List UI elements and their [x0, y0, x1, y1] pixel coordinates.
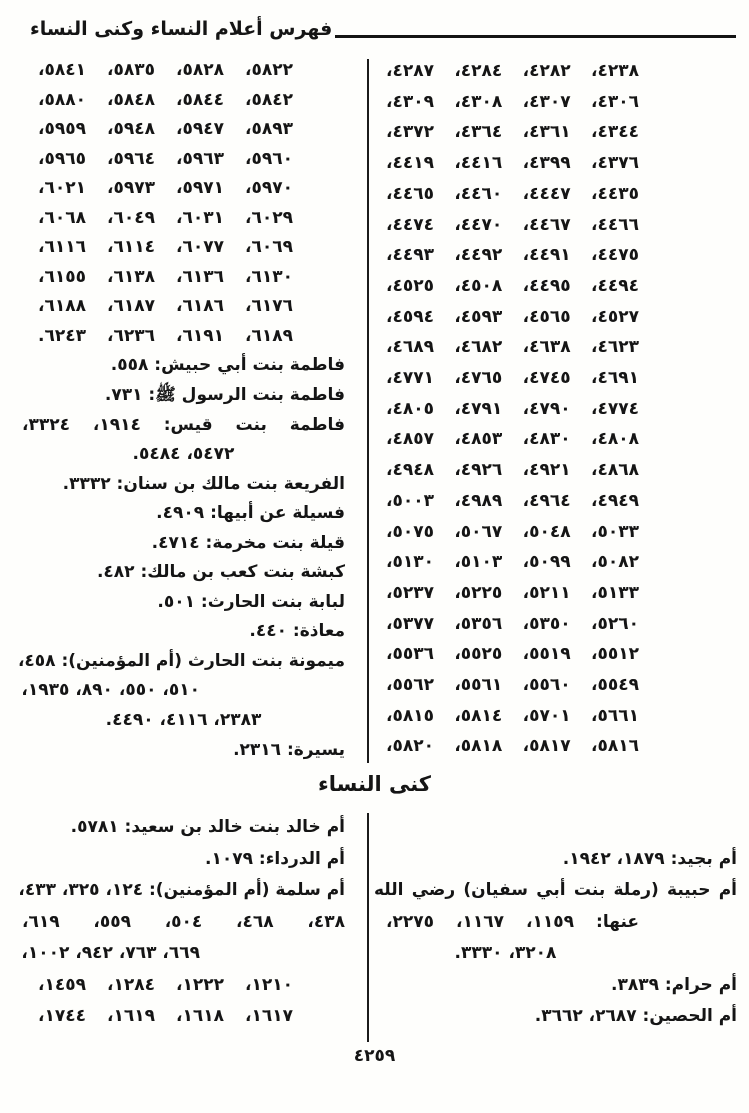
index-line: ٥٩٧٠، ٥٩٧١، ٥٩٧٣، ٦٠٢١، [38, 178, 293, 199]
index-line: عنها: ١١٥٩، ١١٦٧، ٢٢٧٥، [386, 911, 639, 932]
index-line: فاطمة بنت الرسول ﷺ: ٧٣١. [104, 385, 345, 406]
index-line: ٥٠٣٣، ٥٠٤٨، ٥٠٦٧، ٥٠٧٥، [386, 521, 639, 542]
index-line: ٥٦٦١، ٥٧٠١، ٥٨١٤، ٥٨١٥، [386, 705, 639, 726]
index-line: ٥٥٤٩، ٥٥٦٠، ٥٥٦١، ٥٥٦٢، [386, 675, 639, 696]
index-line: ٤٣٤٤، ٤٣٦١، ٤٣٦٤، ٤٣٧٢، [386, 122, 639, 143]
index-line: ٥٨٢٢، ٥٨٢٨، ٥٨٣٥، ٥٨٤١، [38, 60, 293, 80]
header-rule [335, 34, 736, 38]
index-line: ٦١٨٩، ٦١٩١، ٦٢٣٦، ٦٢٤٣. [38, 325, 293, 346]
index-line: ٤٣٨، ٤٦٨، ٥٠٤، ٥٥٩، ٦١٩، [22, 911, 345, 932]
index-top-column-left: ٥٨٢٢، ٥٨٢٨، ٥٨٣٥، ٥٨٤١، ٥٨٤٢، ٥٨٤٤، ٥٨٤٨،… [0, 54, 368, 766]
index-line: ٥٤٧٢، ٥٤٨٤. [132, 444, 235, 465]
index-line: ٤٨٦٨، ٤٩٢١، ٤٩٢٦، ٤٩٤٨، [386, 460, 639, 481]
index-top-section: ٤٢٣٨، ٤٢٨٢، ٤٢٨٤، ٤٢٨٧، ٤٣٠٦، ٤٣٠٧، ٤٣٠٨،… [0, 54, 749, 766]
index-line: ٥٨١٦، ٥٨١٧، ٥٨١٨، ٥٨٢٠، [386, 736, 639, 757]
index-line: فاطمة بنت أبي حبيش: ٥٥٨. [110, 355, 345, 376]
index-line: ٥٨٩٣، ٥٩٤٧، ٥٩٤٨، ٥٩٥٩، [38, 119, 293, 140]
index-line: ٦٠٢٩، ٦٠٣١، ٦٠٤٩، ٦٠٦٨، [38, 207, 293, 228]
index-line: ٤٣٠٦، ٤٣٠٧، ٤٣٠٨، ٤٣٠٩، [386, 91, 639, 112]
index-bottom-column-right: أم بجيد: ١٨٧٩، ١٩٤٢. أم حبيبة (رملة بنت أ… [368, 812, 749, 1044]
index-line: ٤٤٦٦، ٤٤٦٧، ٤٤٧٠، ٤٤٧٤، [386, 214, 639, 235]
index-line: ٤٢٣٨، ٤٢٨٢، ٤٢٨٤، ٤٢٨٧، [386, 61, 639, 81]
index-line: الفريعة بنت مالك بن سنان: ٣٣٣٢. [62, 473, 345, 494]
index-line: ٤٤٧٥، ٤٤٩١، ٤٤٩٢، ٤٤٩٣، [386, 245, 639, 266]
index-line: ٥٠٨٢، ٥٠٩٩، ٥١٠٣، ٥١٣٠، [386, 552, 639, 573]
index-line: لبابة بنت الحارث: ٥٠١. [157, 591, 345, 612]
index-line: فسيلة عن أبيها: ٤٩٠٩. [156, 503, 345, 524]
index-line: ٤٥٢٧، ٤٥٦٥، ٤٥٩٣، ٤٥٩٤، [386, 306, 639, 327]
index-line: ٦٦٩، ٧٦٣، ٩٤٢، ١٠٠٢، [21, 943, 200, 963]
index-line: أم الحصين: ٢٦٨٧، ٣٦٦٢. [534, 1006, 737, 1026]
index-line: ٤٤٩٤، ٤٤٩٥، ٤٥٠٨، ٤٥٢٥، [386, 275, 639, 296]
index-line: ٥٩٦٠، ٥٩٦٣، ٥٩٦٤، ٥٩٦٥، [38, 148, 293, 169]
index-line: ٢٣٨٣، ٤١١٦، ٤٤٩٠. [105, 710, 262, 731]
column-divider-line [367, 813, 369, 1042]
index-line: ٥٨٤٢، ٥٨٤٤، ٥٨٤٨، ٥٨٨٠، [38, 89, 293, 110]
index-line: ١٦١٧، ١٦١٨، ١٦١٩، ١٧٤٤، [38, 1006, 293, 1026]
index-line: أم خالد بنت خالد بن سعيد: ٥٧٨١. [70, 817, 345, 837]
index-line: أم سلمة (أم المؤمنين): ١٢٤، ٣٢٥، ٤٣٣، [18, 880, 345, 900]
running-head-title: فهرس أعلام النساء وكنى النساء [30, 18, 333, 40]
index-line: معاذة: ٤٤٠. [249, 621, 345, 642]
index-line: أم بجيد: ١٨٧٩، ١٩٤٢. [562, 848, 737, 869]
index-line: ٤٦٢٣، ٤٦٣٨، ٤٦٨٢، ٤٦٨٩، [386, 337, 639, 358]
index-line: أم حرام: ٣٨٣٩. [610, 974, 737, 995]
index-line: ٥١٣٣، ٥٢١١، ٥٢٢٥، ٥٢٣٧، [386, 582, 639, 603]
index-bottom-column-left: أم خالد بنت خالد بن سعيد: ٥٧٨١. أم الدردا… [0, 812, 368, 1044]
index-line: أم حبيبة (رملة بنت أبي سفيان) رضي الله [374, 880, 737, 900]
page-header: فهرس أعلام النساء وكنى النساء [0, 12, 749, 46]
page-number: ٤٢٥٩ [353, 1046, 396, 1066]
index-line: ميمونة بنت الحارث (أم المؤمنين): ٤٥٨، [17, 650, 345, 671]
index-bottom-section: أم بجيد: ١٨٧٩، ١٩٤٢. أم حبيبة (رملة بنت أ… [0, 812, 749, 1044]
section-heading: كنى النساء [318, 772, 431, 796]
index-line: كبشة بنت كعب بن مالك: ٤٨٢. [96, 562, 345, 583]
index-line: ٦١٣٠، ٦١٣٦، ٦١٣٨، ٦١٥٥، [38, 266, 293, 287]
index-line: ٣٢٠٨، ٣٣٣٠. [454, 943, 557, 963]
index-line: ٦٠٦٩، ٦٠٧٧، ٦١١٤، ٦١١٦، [38, 237, 293, 258]
index-line: ٤٤٣٥، ٤٤٤٧، ٤٤٦٠، ٤٤٦٥، [386, 183, 639, 204]
index-line: ٥٢٦٠، ٥٣٥٠، ٥٣٥٦، ٥٣٧٧، [386, 613, 639, 634]
column-divider-line [367, 59, 369, 763]
index-line: ٤٩٤٩، ٤٩٦٤، ٤٩٨٩، ٥٠٠٣، [386, 490, 639, 511]
index-line: ٦١٧٦، ٦١٨٦، ٦١٨٧، ٦١٨٨، [38, 296, 293, 317]
index-top-column-right: ٤٢٣٨، ٤٢٨٢، ٤٢٨٤، ٤٢٨٧، ٤٣٠٦، ٤٣٠٧، ٤٣٠٨،… [368, 54, 749, 766]
index-line: ٥١٠، ٥٥٠، ٨٩٠، ١٩٣٥، [21, 680, 200, 701]
index-line: ١٢١٠، ١٢٢٢، ١٢٨٤، ١٤٥٩، [38, 974, 293, 995]
index-line: ٤٦٩١، ٤٧٤٥، ٤٧٦٥، ٤٧٧١، [386, 368, 639, 389]
index-line: قيلة بنت مخرمة: ٤٧١٤. [151, 532, 345, 553]
index-line: ٤٨٠٨، ٤٨٣٠، ٤٨٥٣، ٤٨٥٧، [386, 429, 639, 450]
index-line: فاطمة بنت قيس: ١٩١٤، ٣٣٢٤، [22, 414, 345, 435]
index-line: ٤٧٧٤، ٤٧٩٠، ٤٧٩١، ٤٨٠٥، [386, 398, 639, 419]
index-line: ٥٥١٢، ٥٥١٩، ٥٥٢٥، ٥٥٣٦، [386, 644, 639, 665]
index-line: أم الدرداء: ١٠٧٩. [205, 848, 345, 869]
index-line: ٤٣٧٦، ٤٣٩٩، ٤٤١٦، ٤٤١٩، [386, 153, 639, 174]
index-line: يسيرة: ٢٣١٦. [233, 739, 345, 760]
